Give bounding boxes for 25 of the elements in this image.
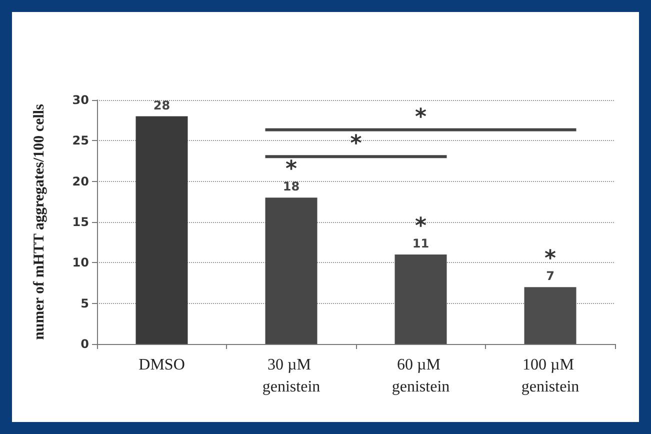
x-tick-label: 100 µM genistein (521, 356, 580, 396)
y-tick-label: 30 (72, 93, 89, 107)
annotation: * (544, 246, 556, 272)
y-tick-label: 20 (72, 174, 89, 188)
y-tick-label: 25 (72, 134, 89, 148)
bar (136, 116, 188, 344)
x-tick-label: 60 µM genistein (392, 356, 450, 396)
annotation: * (285, 157, 298, 182)
bar (394, 254, 447, 344)
annotation: * (350, 132, 362, 157)
x-tick-label: DMSO (138, 356, 185, 374)
annotation: * (414, 214, 427, 240)
y-tick-label: 5 (80, 296, 89, 310)
y-tick-label: 0 (80, 337, 89, 351)
data-label: 28 (153, 98, 170, 112)
bar (265, 198, 318, 344)
annotation: * (414, 104, 427, 130)
y-tick-label: 15 (72, 215, 89, 229)
y-tick-label: 10 (72, 256, 89, 270)
x-tick-label: 30 µM genistein (262, 356, 320, 396)
data-label: 18 (282, 180, 300, 194)
data-label: 11 (412, 236, 430, 251)
data-label: 7 (546, 269, 554, 284)
y-axis-title: numer of mHTT aggregates/100 cells (32, 104, 48, 340)
bar (524, 287, 576, 344)
